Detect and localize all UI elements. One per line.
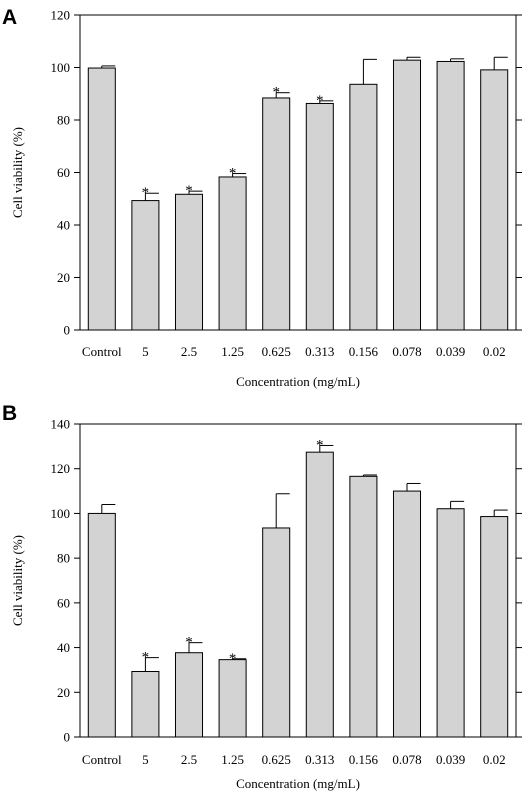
plot-frame (79, 14, 517, 331)
x-tick-label: Control (82, 344, 122, 359)
plot-frame (79, 423, 517, 738)
bar-0.02 (480, 516, 509, 738)
x-tick-label: Control (82, 752, 122, 767)
x-tick-label: 0.02 (483, 752, 506, 767)
x-tick-label: 0.02 (483, 344, 506, 359)
panel-letter: B (2, 402, 17, 425)
y-tick-label: 80 (57, 551, 70, 566)
significance-mark: * (142, 185, 150, 201)
x-tick-label: 0.313 (305, 752, 334, 767)
bar-0.156 (349, 475, 378, 738)
y-tick-label: 100 (51, 60, 71, 75)
bar-0.313 (305, 451, 334, 738)
bar-5 (131, 200, 160, 331)
bar-Control (87, 67, 116, 331)
bar-5 (131, 670, 160, 738)
bar-0.039 (436, 508, 465, 738)
y-tick-label: 20 (57, 270, 70, 285)
bar-1.25 (218, 176, 247, 331)
panel-letter: A (2, 6, 17, 29)
bar-0.02 (480, 69, 509, 331)
significance-mark: * (229, 651, 237, 667)
bar-0.078 (392, 59, 422, 331)
significance-mark: * (316, 93, 324, 109)
y-tick-label: 80 (57, 113, 70, 128)
significance-mark: * (272, 85, 280, 101)
significance-mark: * (229, 166, 237, 182)
x-tick-label: 0.625 (262, 752, 291, 767)
bar-Control (87, 512, 116, 738)
y-tick-label: 40 (57, 218, 70, 233)
y-tick-label: 20 (57, 685, 70, 700)
bar-0.039 (436, 60, 465, 331)
bar-2.5 (174, 652, 204, 738)
x-tick-label: 0.156 (349, 344, 379, 359)
bar-0.625 (262, 527, 291, 738)
bar-0.156 (349, 83, 378, 331)
y-tick-label: 0 (64, 730, 71, 745)
x-tick-label: 2.5 (181, 752, 197, 767)
bar-0.313 (305, 102, 334, 331)
bar-0.078 (392, 490, 422, 738)
significance-mark: * (316, 437, 324, 453)
bar-1.25 (218, 659, 247, 738)
y-tick-label: 140 (51, 417, 71, 432)
x-tick-label: 1.25 (221, 752, 244, 767)
x-tick-label: 0.313 (305, 344, 334, 359)
x-tick-label: 0.078 (392, 752, 421, 767)
bar-2.5 (174, 193, 204, 331)
x-tick-label: 0.039 (436, 752, 465, 767)
chart-b: B 0 20 40 60 80 100 120 140 Control * 5 * 2.5 * 1.25 0.6… (2, 402, 522, 791)
y-tick-label: 120 (51, 461, 71, 476)
x-tick-label: 2.5 (181, 344, 197, 359)
y-axis-title: Cell viability (%) (10, 127, 25, 218)
x-axis-title: Concentration (mg/mL) (236, 374, 360, 389)
significance-mark: * (185, 635, 193, 651)
y-tick-label: 100 (51, 506, 71, 521)
chart-b-plot: B 0 20 40 60 80 100 120 140 Control * 5 * 2.5 * 1.25 0.6… (2, 402, 522, 791)
x-axis-title: Concentration (mg/mL) (236, 776, 360, 791)
x-tick-label: 0.078 (392, 344, 421, 359)
y-tick-label: 60 (57, 165, 70, 180)
significance-mark: * (185, 183, 193, 199)
x-tick-label: 5 (142, 752, 149, 767)
y-tick-label: 120 (51, 8, 71, 23)
x-tick-label: 0.625 (262, 344, 291, 359)
y-tick-label: 0 (64, 323, 71, 338)
x-tick-label: 1.25 (221, 344, 244, 359)
bar-0.625 (262, 97, 291, 331)
y-tick-label: 60 (57, 595, 70, 610)
chart-a-plot: A 0 20 40 60 80 100 120 Control * 5 * 2.5 * 1.25 * 0.625… (2, 6, 522, 389)
x-tick-label: 0.156 (349, 752, 379, 767)
significance-mark: * (142, 650, 150, 666)
y-axis-title: Cell viability (%) (10, 535, 25, 626)
x-tick-label: 0.039 (436, 344, 465, 359)
y-tick-label: 40 (57, 640, 70, 655)
x-tick-label: 5 (142, 344, 149, 359)
chart-a: A 0 20 40 60 80 100 120 Control * 5 * 2.5 * 1.25 * 0.625… (2, 6, 522, 389)
